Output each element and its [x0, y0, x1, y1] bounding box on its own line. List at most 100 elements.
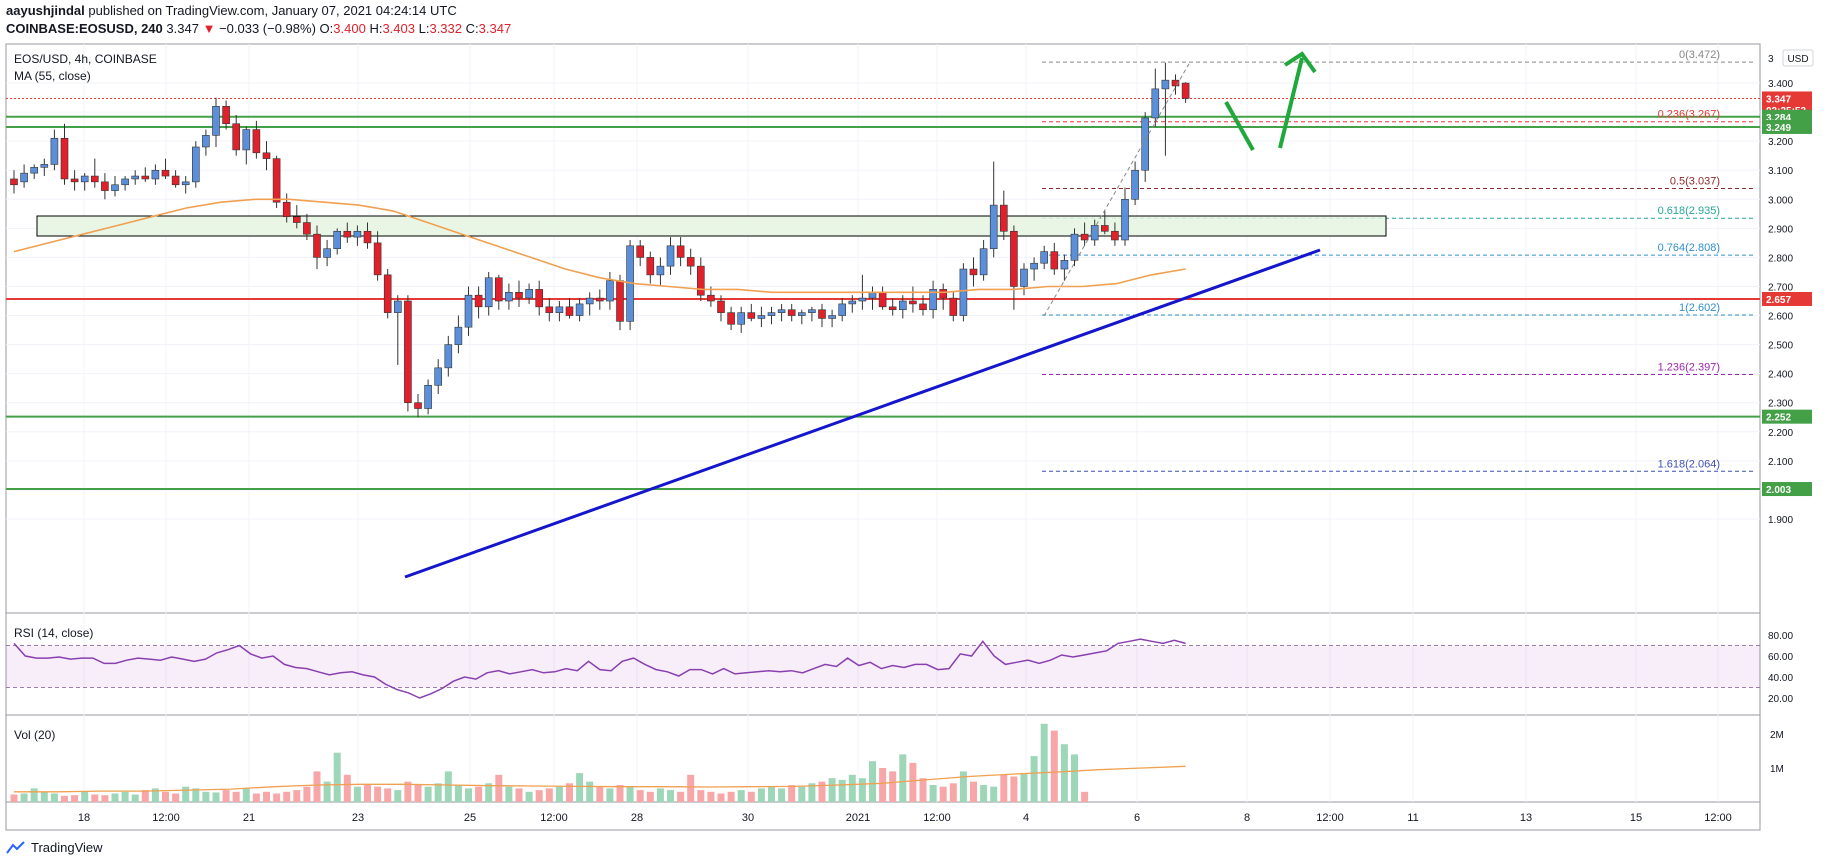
- volume-bar: [50, 793, 58, 802]
- candle-body: [525, 289, 533, 299]
- candle-body: [111, 184, 119, 191]
- candle-body: [70, 178, 79, 183]
- time-tick-label: 11: [1407, 812, 1418, 824]
- volume-bar: [444, 771, 452, 802]
- candle-body: [737, 312, 746, 325]
- tradingview-logo-icon[interactable]: [6, 840, 26, 855]
- time-tick-label: 12:00: [152, 812, 180, 824]
- candle-body: [323, 248, 331, 258]
- candle-body: [676, 245, 685, 258]
- rsi-tick-label: 40.00: [1768, 673, 1793, 684]
- volume-bar: [879, 768, 887, 802]
- volume-bar: [303, 786, 311, 802]
- volume-bar: [323, 781, 331, 802]
- volume-bar: [515, 788, 523, 802]
- open-label: O:: [319, 21, 334, 36]
- time-tick-label: 12:00: [540, 812, 568, 824]
- fib-level-label: 0.236(3.267): [1658, 109, 1720, 121]
- ma-line: [13, 198, 1186, 294]
- price-tick-label: 2.900: [1768, 224, 1793, 235]
- fib-level-label: 0.618(2.935): [1658, 205, 1720, 217]
- volume-bar: [1020, 773, 1028, 802]
- volume-ma-line: [14, 765, 1186, 793]
- time-tick-label: 13: [1520, 812, 1532, 824]
- volume-bar: [626, 786, 634, 802]
- volume-bar: [252, 793, 260, 802]
- volume-bar: [858, 778, 866, 802]
- volume-bar: [71, 795, 79, 802]
- price-label-text: 3.284: [1766, 113, 1791, 124]
- candle-body: [1171, 79, 1180, 87]
- volume-bar: [545, 788, 553, 802]
- volume-bar: [182, 786, 190, 802]
- candle-body: [343, 230, 352, 238]
- volume-bar: [828, 778, 836, 802]
- candle-body: [80, 175, 89, 183]
- fib-level-label: 1.618(2.064): [1658, 458, 1720, 470]
- footer-brand[interactable]: TradingView: [31, 840, 103, 855]
- candle-body: [1060, 260, 1069, 270]
- candle-body: [60, 137, 69, 180]
- volume-bar: [677, 791, 685, 802]
- volume-bar: [566, 783, 573, 802]
- footer: TradingView: [6, 840, 103, 855]
- candle-body: [727, 312, 735, 325]
- volume-bar: [1010, 776, 1018, 802]
- time-tick-label: 2021: [846, 812, 870, 824]
- publish-info: aayushjindal published on TradingView.co…: [6, 3, 457, 18]
- volume-bar: [768, 786, 775, 802]
- candle-body: [30, 167, 39, 174]
- candle-body: [353, 230, 362, 238]
- candle-body: [545, 306, 554, 313]
- volume-bar: [909, 762, 917, 802]
- volume-bar: [1030, 756, 1038, 802]
- candle-body: [989, 204, 998, 250]
- volume-bar: [131, 794, 139, 802]
- volume-bar: [91, 794, 99, 802]
- fib-level-label: 0.5(3.037): [1670, 176, 1720, 188]
- chart-area[interactable]: 3.4003.3003.2003.1003.0002.9002.8002.700…: [0, 38, 1828, 868]
- currency-badge[interactable]: [1782, 49, 1814, 67]
- candle-body: [494, 277, 503, 302]
- volume-bar: [838, 779, 846, 802]
- volume-bar: [970, 781, 977, 802]
- candle-body: [818, 309, 826, 319]
- candle-body: [20, 172, 28, 183]
- time-axis[interactable]: 18 12:00 21 23 25 12:00 28 30 2021 12:00 4 6 8 12:00 1…: [78, 812, 1732, 824]
- candle-body: [151, 169, 160, 180]
- candle-body: [696, 265, 705, 296]
- price-tick-label: 3.000: [1768, 195, 1793, 206]
- candle-body: [646, 257, 655, 276]
- candle-body: [575, 303, 584, 316]
- ohlc-line: COINBASE:EOSUSD, 240 3.347 ▼ −0.033 (−0.…: [6, 21, 511, 36]
- rsi-band: [6, 645, 1760, 688]
- candle-body: [1131, 169, 1139, 200]
- candle-body: [1181, 82, 1190, 99]
- volume-bar: [111, 793, 119, 802]
- green-arrow-head: [1283, 51, 1317, 74]
- price-label-text: 2.252: [1766, 413, 1791, 424]
- chart-frame: [5, 43, 1761, 831]
- volume-bar: [889, 771, 897, 802]
- volume-bar: [192, 788, 200, 802]
- volume-bar: [646, 791, 654, 802]
- author-name[interactable]: aayushjindal: [6, 3, 85, 18]
- volume-bar: [172, 793, 180, 802]
- support-zone-box: [36, 215, 1387, 237]
- fib-labels: 0(3.472) 0.236(3.267) 0.5(3.037) 0.618(2.93…: [1658, 49, 1720, 470]
- volume-bar: [141, 790, 149, 802]
- candle-body: [222, 106, 230, 125]
- candle-body: [1070, 233, 1079, 261]
- candle-body: [949, 297, 958, 316]
- rsi-axis: 80.00 60.00 40.00 20.00: [1768, 631, 1793, 705]
- price-tick-label: 3.200: [1768, 137, 1793, 148]
- volume-bar: [505, 786, 513, 802]
- volume-bar: [939, 786, 947, 802]
- volume-bar: [293, 790, 301, 802]
- volume-bar: [40, 791, 48, 802]
- trendline: [404, 248, 1321, 579]
- candle-body: [535, 289, 544, 308]
- candle-body: [292, 216, 301, 223]
- volume-bar: [1060, 744, 1068, 802]
- time-tick-label: 12:00: [1704, 812, 1732, 824]
